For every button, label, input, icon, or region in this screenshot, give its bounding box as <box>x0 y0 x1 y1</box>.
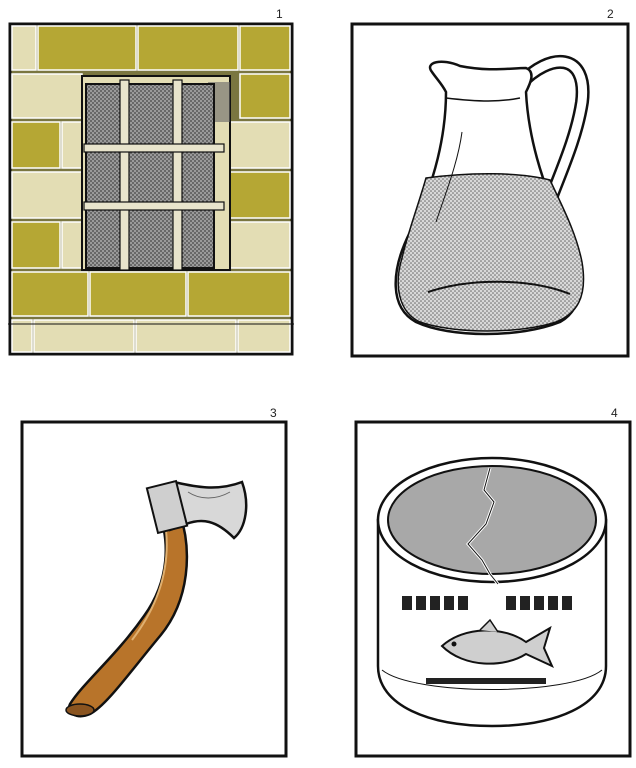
hatchet-frame <box>20 420 288 758</box>
tin-label-marks <box>402 596 572 684</box>
panel-number-2: 2 <box>607 7 614 21</box>
fish-icon <box>440 625 554 669</box>
window-illustration <box>8 22 294 356</box>
pitcher-water <box>397 173 585 332</box>
panel-number-1: 1 <box>276 7 283 21</box>
panel-hatchet <box>20 420 288 758</box>
brick-rows <box>11 25 291 353</box>
panel-pitcher <box>350 22 630 358</box>
panel-number-4: 4 <box>611 406 618 420</box>
tin-lid <box>387 465 597 575</box>
panel-tin <box>354 420 632 758</box>
tin-illustration <box>354 420 632 758</box>
window-opening <box>81 75 231 271</box>
hatchet-illustration <box>20 420 288 758</box>
panel-window <box>8 22 294 356</box>
window-bars <box>83 79 225 271</box>
panel-number-3: 3 <box>270 406 277 420</box>
pitcher-illustration <box>350 22 630 358</box>
